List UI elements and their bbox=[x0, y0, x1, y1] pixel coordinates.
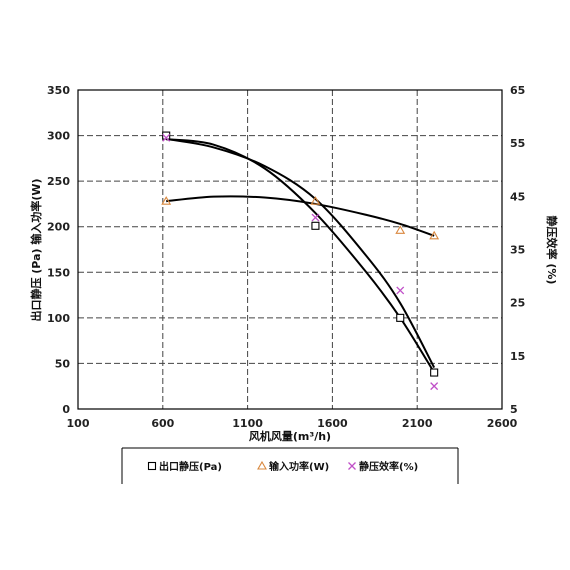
left-tick-label: 0 bbox=[62, 403, 70, 416]
legend-label: 静压效率(%) bbox=[359, 460, 418, 473]
tick-labels: 100 600 1100 1600 2100 2600 0 50 100 150 200 250 300… bbox=[47, 84, 525, 430]
data-point-square bbox=[430, 368, 439, 377]
right-axis-title: 静压效率 (%) bbox=[545, 216, 559, 285]
data-point-triangle bbox=[395, 225, 406, 234]
data-point-triangle bbox=[429, 230, 440, 240]
x-tick-label: 100 bbox=[67, 417, 90, 430]
right-tick-label: 35 bbox=[510, 244, 525, 257]
left-tick-label: 250 bbox=[47, 175, 70, 188]
right-tick-label: 45 bbox=[510, 190, 525, 203]
left-tick-label: 100 bbox=[47, 312, 70, 325]
legend-marker-square bbox=[147, 461, 157, 471]
right-tick-label: 25 bbox=[510, 297, 525, 310]
left-tick-label: 300 bbox=[47, 130, 70, 143]
data-markers bbox=[161, 131, 440, 391]
data-point-x bbox=[396, 286, 405, 295]
data-point-square bbox=[162, 131, 171, 140]
legend-items: 出口静压(Pa) 输入功率(W) 静压效率(%) bbox=[147, 460, 418, 473]
right-tick-label: 15 bbox=[510, 350, 525, 363]
x-axis-title: 风机风量(m³/h) bbox=[249, 429, 331, 443]
legend-label: 出口静压(Pa) bbox=[159, 460, 222, 473]
legend: 出口静压(Pa) 输入功率(W) 静压效率(%) bbox=[121, 447, 459, 484]
legend-label: 输入功率(W) bbox=[269, 460, 329, 473]
data-point-square bbox=[396, 313, 405, 322]
data-point-triangle bbox=[161, 196, 172, 205]
x-tick-label: 600 bbox=[151, 417, 174, 430]
left-tick-label: 50 bbox=[55, 357, 71, 370]
data-point-x bbox=[430, 382, 439, 391]
legend-marker-triangle bbox=[257, 460, 267, 470]
right-tick-label: 5 bbox=[510, 403, 518, 416]
data-point-x bbox=[311, 213, 320, 222]
right-tick-label: 65 bbox=[510, 84, 525, 97]
x-tick-label: 2600 bbox=[487, 417, 518, 430]
x-tick-label: 1600 bbox=[317, 417, 348, 430]
left-tick-label: 350 bbox=[47, 84, 70, 97]
left-tick-label: 150 bbox=[47, 266, 70, 279]
plot-frame bbox=[77, 89, 503, 410]
data-point-triangle bbox=[310, 196, 321, 205]
x-tick-label: 1100 bbox=[232, 417, 263, 430]
x-tick-label: 2100 bbox=[402, 417, 433, 430]
data-point-square bbox=[311, 221, 320, 230]
left-tick-label: 200 bbox=[47, 221, 70, 234]
fit-curve bbox=[166, 137, 436, 368]
left-axis-title: 出口静压 (Pa) 输入功率(W) bbox=[29, 178, 43, 321]
right-tick-label: 55 bbox=[510, 137, 525, 150]
legend-marker-x bbox=[348, 462, 356, 470]
data-point-x bbox=[162, 133, 171, 142]
